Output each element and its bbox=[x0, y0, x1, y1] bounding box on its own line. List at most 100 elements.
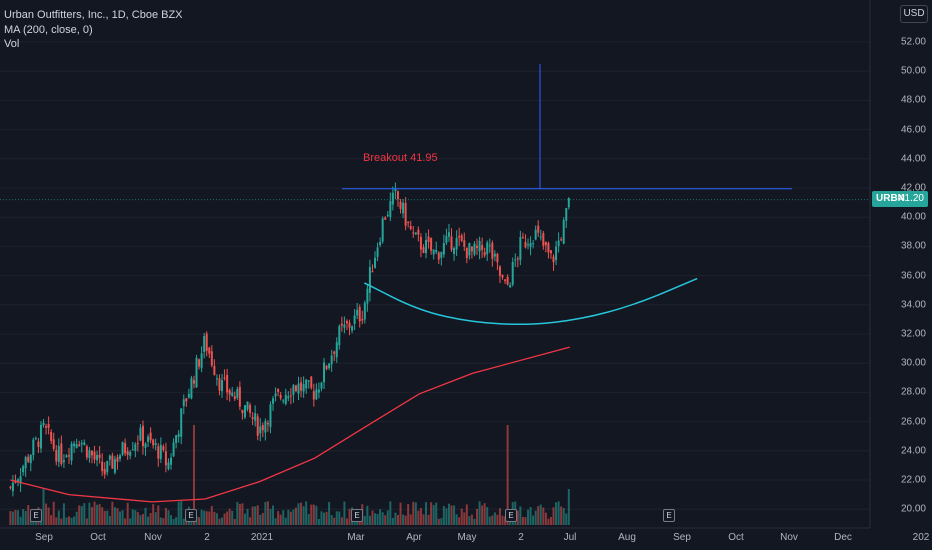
volume-bar bbox=[147, 516, 150, 525]
candle-body bbox=[93, 451, 96, 460]
candle-body bbox=[381, 218, 384, 242]
currency-button[interactable]: USD bbox=[900, 5, 928, 23]
candle-body bbox=[312, 391, 315, 400]
volume-bar bbox=[177, 501, 180, 525]
price-tick-label: 26.00 bbox=[900, 416, 926, 428]
candle-body bbox=[103, 468, 106, 475]
candle-body bbox=[131, 449, 134, 451]
price-tick-label: 46.00 bbox=[900, 124, 926, 136]
volume-bar bbox=[453, 505, 456, 525]
volume-bar bbox=[496, 514, 499, 525]
volume-bar bbox=[124, 518, 127, 525]
time-tick-label: Sep bbox=[35, 532, 53, 543]
time-tick-label: 2021 bbox=[250, 532, 274, 543]
earnings-marker-icon[interactable]: E bbox=[30, 509, 42, 522]
volume-bar bbox=[348, 508, 351, 525]
candle-body bbox=[537, 225, 540, 233]
candle-body bbox=[119, 455, 122, 459]
candle-body bbox=[371, 271, 374, 273]
time-tick-label: 2 bbox=[204, 532, 210, 543]
volume-bar bbox=[154, 512, 157, 525]
candle-body bbox=[555, 246, 558, 261]
candle-body bbox=[366, 288, 369, 304]
volume-bar bbox=[381, 512, 384, 525]
volume-bar bbox=[333, 517, 336, 525]
candle-body bbox=[129, 451, 132, 456]
earnings-marker-icon[interactable]: E bbox=[505, 509, 517, 522]
candle-body bbox=[450, 236, 453, 250]
earnings-marker-icon[interactable]: E bbox=[351, 509, 363, 522]
volume-bar bbox=[481, 505, 484, 525]
volume-bar bbox=[136, 512, 139, 525]
volume-bar bbox=[455, 514, 458, 525]
volume-bar bbox=[42, 489, 45, 525]
volume-bar bbox=[547, 518, 550, 525]
candle-body bbox=[254, 413, 257, 421]
volume-bar bbox=[435, 502, 438, 525]
candle-body bbox=[279, 395, 282, 399]
volume-bar bbox=[19, 516, 22, 525]
volume-bar bbox=[404, 515, 407, 525]
volume-bar bbox=[366, 505, 369, 525]
time-tick-label: Nov bbox=[780, 532, 798, 543]
candle-body bbox=[425, 239, 428, 254]
ma-indicator-label[interactable]: MA (200, close, 0) bbox=[4, 23, 93, 36]
volume-bar bbox=[101, 507, 104, 525]
volume-bar bbox=[534, 510, 537, 525]
candle-body bbox=[282, 400, 285, 402]
volume-bar bbox=[24, 510, 27, 525]
candle-body bbox=[297, 383, 300, 394]
volume-bar bbox=[9, 511, 12, 525]
candle-body bbox=[139, 427, 142, 441]
volume-bar bbox=[121, 510, 124, 525]
candle-body bbox=[96, 455, 99, 461]
volume-bar bbox=[93, 501, 96, 525]
price-tick-label: 34.00 bbox=[900, 299, 926, 311]
candle-body bbox=[442, 243, 445, 255]
volume-bar bbox=[335, 511, 338, 525]
candle-body bbox=[379, 241, 382, 246]
candle-body bbox=[85, 446, 88, 458]
candle-body bbox=[488, 245, 491, 247]
price-tick-label: 30.00 bbox=[900, 357, 926, 369]
candle-body bbox=[287, 396, 290, 399]
volume-indicator-label[interactable]: Vol bbox=[4, 38, 20, 50]
volume-bar bbox=[315, 505, 318, 525]
volume-bar bbox=[417, 510, 420, 525]
volume-bar bbox=[440, 518, 443, 525]
volume-bar bbox=[200, 509, 203, 525]
earnings-marker-icon[interactable]: E bbox=[185, 509, 197, 522]
candle-body bbox=[83, 442, 86, 445]
candle-body bbox=[549, 250, 552, 254]
candle-body bbox=[277, 389, 280, 392]
volume-bar bbox=[279, 514, 282, 525]
candle-body bbox=[75, 444, 78, 448]
candle-body bbox=[126, 451, 129, 456]
volume-bar bbox=[192, 425, 195, 525]
volume-bar bbox=[103, 511, 106, 525]
candle-body bbox=[27, 456, 30, 462]
candle-body bbox=[565, 208, 568, 221]
last-price-value: 41.20 bbox=[898, 193, 924, 204]
breakout-annotation[interactable]: Breakout 41.95 bbox=[363, 152, 438, 164]
volume-bar bbox=[402, 514, 405, 525]
candle-body bbox=[384, 217, 387, 220]
volume-bar bbox=[149, 512, 152, 525]
volume-bar bbox=[60, 518, 63, 525]
candle-body bbox=[47, 423, 50, 428]
volume-bar bbox=[506, 425, 509, 525]
candle-body bbox=[481, 245, 484, 250]
candle-body bbox=[45, 426, 48, 428]
candle-body bbox=[62, 460, 65, 463]
volume-bar bbox=[567, 489, 570, 525]
symbol-title[interactable]: Urban Outfitters, Inc., 1D, Cboe BZX bbox=[4, 9, 183, 21]
price-tick-label: 52.00 bbox=[900, 36, 926, 48]
volume-bar bbox=[274, 518, 277, 525]
volume-bar bbox=[164, 507, 167, 525]
volume-bar bbox=[223, 513, 226, 525]
volume-bar bbox=[549, 516, 552, 525]
candle-body bbox=[473, 243, 476, 255]
earnings-marker-icon[interactable]: E bbox=[663, 509, 675, 522]
time-tick-label: Jul bbox=[563, 532, 577, 543]
